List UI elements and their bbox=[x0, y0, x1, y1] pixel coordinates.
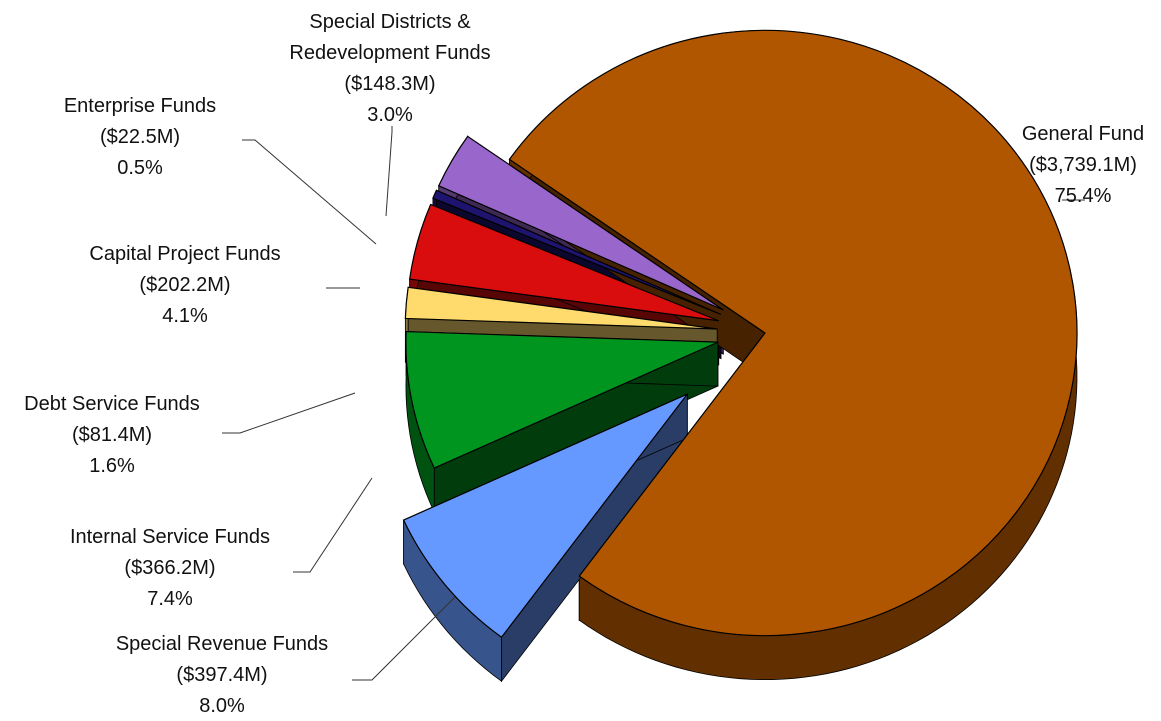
leader-lines bbox=[222, 126, 1085, 681]
leader-line bbox=[222, 392, 356, 434]
pie-slice-general-fund bbox=[508, 29, 1078, 637]
slice-label-line: ($202.2M) bbox=[139, 274, 230, 296]
pie-slice-capital-project-funds bbox=[408, 203, 719, 322]
slice-label: Enterprise Funds ($22.5M) 0.5% bbox=[64, 95, 216, 179]
slice-label-line: ($148.3M) bbox=[344, 73, 435, 95]
leader-line bbox=[242, 139, 377, 245]
slice-label-line: 3.0% bbox=[367, 104, 413, 126]
slice-label: General Fund ($3,739.1M) 75.4% bbox=[1022, 123, 1144, 207]
slice-label-line: 75.4% bbox=[1055, 185, 1112, 207]
pie-slice-special-districts-redevelopment-funds bbox=[437, 135, 724, 311]
slice-label-line: General Fund bbox=[1022, 123, 1144, 145]
pie-slice-internal-service-funds bbox=[405, 330, 719, 469]
slice-label: Special Districts & Redevelopment Funds ($… bbox=[289, 11, 490, 126]
slice-label-line: Internal Service Funds bbox=[70, 526, 270, 548]
slice-top-layer bbox=[402, 29, 1078, 639]
leader-line bbox=[352, 596, 456, 681]
slice-label-line: Enterprise Funds bbox=[64, 95, 216, 117]
slice-label-line: 1.6% bbox=[89, 455, 135, 477]
slice-label-line: 8.0% bbox=[199, 695, 245, 717]
slice-label: Special Revenue Funds ($397.4M) 8.0% bbox=[116, 633, 328, 717]
slice-label-line: ($81.4M) bbox=[72, 424, 152, 446]
pie-slice-debt-service-funds bbox=[404, 286, 718, 330]
slice-label-line: Redevelopment Funds bbox=[289, 42, 490, 64]
slice-label-line: ($22.5M) bbox=[100, 126, 180, 148]
slice-label-line: ($397.4M) bbox=[176, 664, 267, 686]
slice-labels: General Fund ($3,739.1M) 75.4% Special Reve… bbox=[24, 11, 1144, 717]
slice-label-line: Special Revenue Funds bbox=[116, 633, 328, 655]
slice-label-line: Special Districts & bbox=[309, 11, 471, 33]
slice-label: Debt Service Funds ($81.4M) 1.6% bbox=[24, 393, 200, 477]
pie-slice-special-revenue-funds bbox=[402, 393, 688, 639]
slice-label-line: 4.1% bbox=[162, 305, 208, 327]
slice-label-line: Debt Service Funds bbox=[24, 393, 200, 415]
slice-label-line: 0.5% bbox=[117, 157, 163, 179]
slice-label: Capital Project Funds ($202.2M) 4.1% bbox=[89, 243, 280, 327]
leader-line bbox=[293, 477, 373, 573]
slice-label-line: ($3,739.1M) bbox=[1029, 154, 1137, 176]
slice-label-line: 7.4% bbox=[147, 588, 193, 610]
slice-label: Internal Service Funds ($366.2M) 7.4% bbox=[70, 526, 270, 610]
leader-line bbox=[385, 126, 393, 217]
pie-slice-enterprise-funds bbox=[432, 189, 722, 316]
slice-label-line: ($366.2M) bbox=[124, 557, 215, 579]
slice-label-line: Capital Project Funds bbox=[89, 243, 280, 265]
